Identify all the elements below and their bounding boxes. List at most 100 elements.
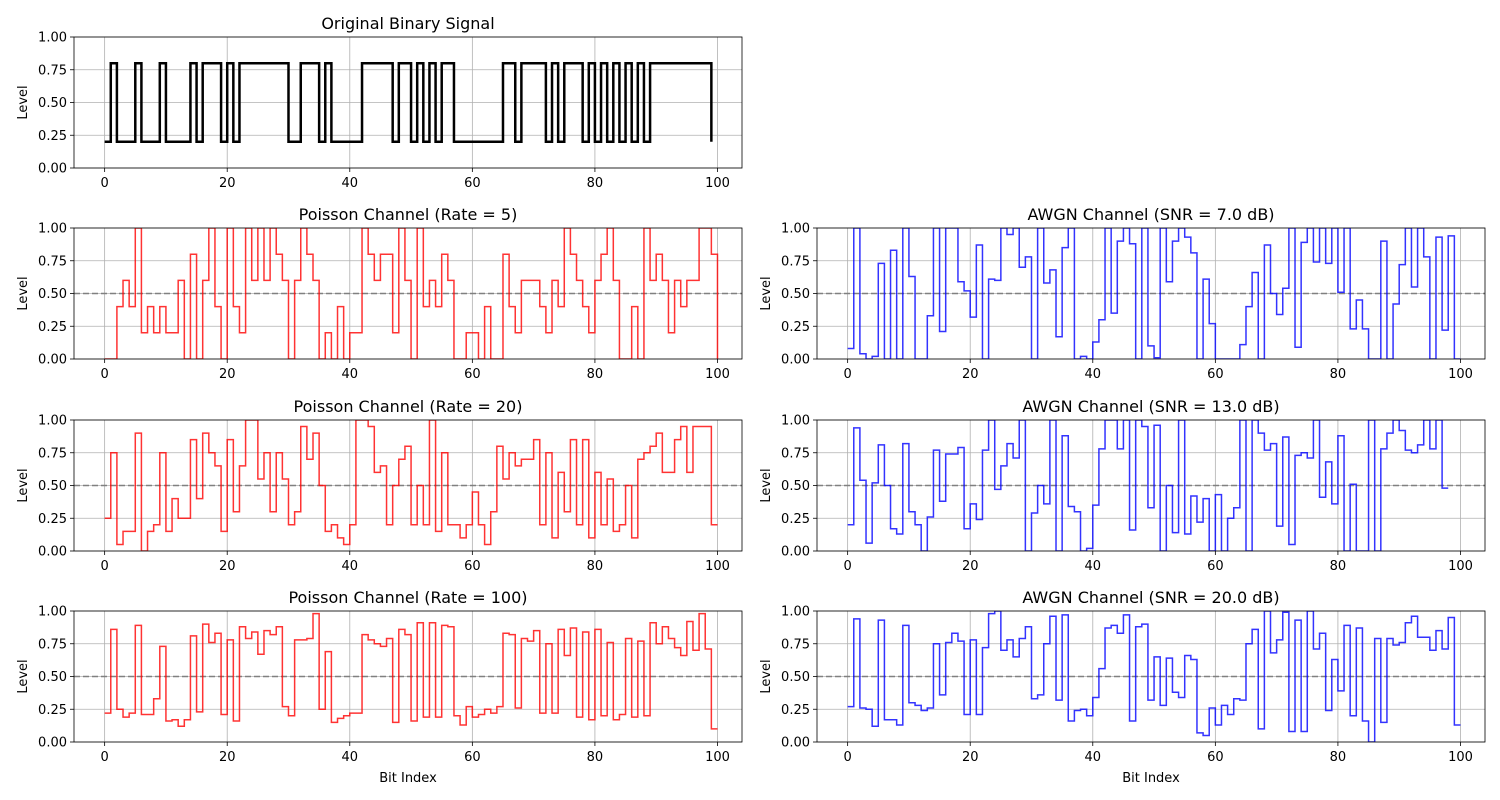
x-tick-label: 80 xyxy=(587,559,604,574)
x-tick-label: 0 xyxy=(844,367,852,382)
y-tick-label: 0.25 xyxy=(38,129,67,144)
x-tick-label: 40 xyxy=(342,367,359,382)
x-tick-label: 20 xyxy=(962,367,979,382)
y-tick-label: 0.50 xyxy=(38,96,67,111)
y-tick-label: 1.00 xyxy=(38,31,67,46)
y-tick-label: 1.00 xyxy=(781,605,810,620)
x-tick-label: 60 xyxy=(464,367,481,382)
y-axis-label: Level xyxy=(16,659,31,693)
subplot-title: Original Binary Signal xyxy=(321,14,494,33)
y-tick-label: 1.00 xyxy=(38,605,67,620)
x-tick-label: 80 xyxy=(587,367,604,382)
x-tick-label: 100 xyxy=(1448,750,1473,765)
subplot-title: Poisson Channel (Rate = 20) xyxy=(294,397,523,416)
y-axis-label: Level xyxy=(759,276,774,310)
y-tick-label: 0.50 xyxy=(781,287,810,302)
y-tick-label: 0.00 xyxy=(38,353,67,368)
x-tick-label: 60 xyxy=(1207,367,1224,382)
x-tick-label: 60 xyxy=(464,750,481,765)
x-tick-label: 100 xyxy=(1448,559,1473,574)
y-tick-label: 0.50 xyxy=(38,287,67,302)
y-tick-label: 1.00 xyxy=(38,414,67,429)
signal-series xyxy=(104,420,718,551)
x-tick-label: 80 xyxy=(1330,750,1347,765)
x-tick-label: 80 xyxy=(1330,559,1347,574)
x-tick-label: 60 xyxy=(464,559,481,574)
x-tick-label: 0 xyxy=(844,559,852,574)
y-tick-label: 0.00 xyxy=(781,736,810,751)
x-tick-label: 60 xyxy=(1207,750,1224,765)
x-tick-label: 40 xyxy=(1085,750,1102,765)
x-tick-label: 100 xyxy=(705,750,730,765)
x-tick-label: 100 xyxy=(705,559,730,574)
x-tick-label: 40 xyxy=(1085,559,1102,574)
signal-series xyxy=(847,611,1461,742)
y-axis-label: Level xyxy=(16,276,31,310)
subplot-4: 0.00 0.25 0.50 0.75 1.00 0 20 40 60 80 100 AWGN Cha… xyxy=(759,397,1486,574)
x-tick-label: 40 xyxy=(342,176,359,191)
signal-series xyxy=(104,228,719,359)
subplot-title: AWGN Channel (SNR = 13.0 dB) xyxy=(1022,397,1279,416)
x-tick-label: 0 xyxy=(101,559,109,574)
signal-series xyxy=(104,61,713,144)
y-tick-label: 1.00 xyxy=(781,414,810,429)
y-tick-label: 0.50 xyxy=(781,479,810,494)
y-tick-label: 0.25 xyxy=(38,512,67,527)
y-axis-label: Level xyxy=(16,85,31,119)
x-tick-label: 80 xyxy=(587,750,604,765)
x-tick-label: 60 xyxy=(464,176,481,191)
signal-series xyxy=(847,420,1449,551)
subplot-title: Poisson Channel (Rate = 100) xyxy=(288,588,527,607)
x-tick-label: 0 xyxy=(101,176,109,191)
y-tick-label: 0.25 xyxy=(781,512,810,527)
y-tick-label: 0.25 xyxy=(38,703,67,718)
y-tick-label: 0.50 xyxy=(38,479,67,494)
subplot-5: 0.00 0.25 0.50 0.75 1.00 0 20 40 60 80 100 Poisson … xyxy=(16,588,743,786)
subplot-6: 0.00 0.25 0.50 0.75 1.00 0 20 40 60 80 100 AWGN Cha… xyxy=(759,588,1486,786)
subplot-1: 0.00 0.25 0.50 0.75 1.00 0 20 40 60 80 100 Poisson … xyxy=(16,205,743,382)
x-tick-label: 0 xyxy=(101,367,109,382)
y-tick-label: 0.00 xyxy=(38,545,67,560)
y-tick-label: 0.00 xyxy=(38,162,67,177)
y-tick-label: 0.75 xyxy=(38,446,67,461)
y-tick-label: 0.50 xyxy=(781,670,810,685)
y-tick-label: 0.75 xyxy=(781,637,810,652)
y-axis-label: Level xyxy=(759,468,774,502)
y-tick-label: 0.00 xyxy=(781,353,810,368)
x-tick-label: 20 xyxy=(962,559,979,574)
y-tick-label: 0.25 xyxy=(781,320,810,335)
x-tick-label: 80 xyxy=(587,176,604,191)
x-tick-label: 20 xyxy=(219,750,236,765)
y-tick-label: 0.00 xyxy=(781,545,810,560)
y-tick-label: 0.00 xyxy=(38,736,67,751)
y-tick-label: 1.00 xyxy=(781,222,810,237)
y-axis-label: Level xyxy=(759,659,774,693)
y-axis-label: Level xyxy=(16,468,31,502)
x-tick-label: 20 xyxy=(219,367,236,382)
y-tick-label: 0.75 xyxy=(781,254,810,269)
y-tick-label: 0.75 xyxy=(38,254,67,269)
y-tick-label: 0.75 xyxy=(38,63,67,78)
signal-series xyxy=(104,612,718,730)
x-tick-label: 100 xyxy=(1448,367,1473,382)
x-tick-label: 20 xyxy=(219,176,236,191)
x-tick-label: 20 xyxy=(219,559,236,574)
subplot-3: 0.00 0.25 0.50 0.75 1.00 0 20 40 60 80 100 Poisson … xyxy=(16,397,743,574)
y-tick-label: 1.00 xyxy=(38,222,67,237)
subplot-0: 0.00 0.25 0.50 0.75 1.00 0 20 40 60 80 100 Original… xyxy=(16,14,743,191)
subplot-title: AWGN Channel (SNR = 20.0 dB) xyxy=(1022,588,1279,607)
x-tick-label: 100 xyxy=(705,367,730,382)
x-tick-label: 60 xyxy=(1207,559,1224,574)
x-tick-label: 0 xyxy=(101,750,109,765)
y-tick-label: 0.50 xyxy=(38,670,67,685)
subplot-2: 0.00 0.25 0.50 0.75 1.00 0 20 40 60 80 100 AWGN Cha… xyxy=(759,205,1486,382)
x-axis-label: Bit Index xyxy=(379,771,437,786)
subplot-title: AWGN Channel (SNR = 7.0 dB) xyxy=(1027,205,1274,224)
x-tick-label: 80 xyxy=(1330,367,1347,382)
x-tick-label: 20 xyxy=(962,750,979,765)
y-tick-label: 0.25 xyxy=(38,320,67,335)
y-tick-label: 0.75 xyxy=(781,446,810,461)
subplot-title: Poisson Channel (Rate = 5) xyxy=(299,205,518,224)
x-tick-label: 0 xyxy=(844,750,852,765)
